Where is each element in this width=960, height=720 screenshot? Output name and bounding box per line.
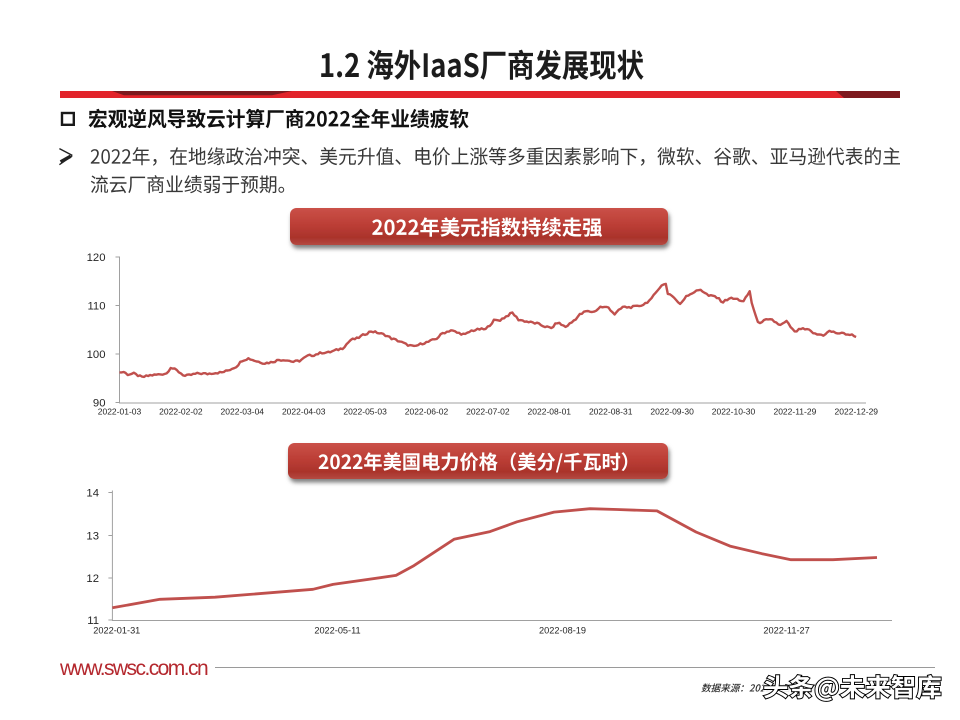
svg-text:2022-08-19: 2022-08-19 [539,626,586,636]
svg-text:www.swsc.com.cn: www.swsc.com.cn [59,657,208,680]
svg-text:2022-04-03: 2022-04-03 [282,407,326,417]
svg-text:120: 120 [87,252,106,264]
svg-text:2022-09-30: 2022-09-30 [650,407,694,417]
svg-text:2022-06-02: 2022-06-02 [405,407,449,417]
svg-text:2022-08-01: 2022-08-01 [528,407,572,417]
svg-text:2022-03-04: 2022-03-04 [221,407,265,417]
svg-text:2022-05-03: 2022-05-03 [343,407,387,417]
svg-text:2022-02-02: 2022-02-02 [159,407,203,417]
svg-text:13: 13 [86,530,99,542]
svg-text:100: 100 [87,349,106,361]
svg-text:2022-08-31: 2022-08-31 [589,407,633,417]
svg-text:2022-07-02: 2022-07-02 [466,407,510,417]
svg-text:2022-10-30: 2022-10-30 [712,407,756,417]
svg-text:14: 14 [86,487,99,499]
svg-text:2022-11-27: 2022-11-27 [763,626,809,636]
svg-text:11: 11 [87,615,99,627]
svg-text:110: 110 [87,300,105,312]
svg-text:2022-12-29: 2022-12-29 [835,407,879,417]
svg-text:90: 90 [93,397,106,409]
svg-text:2022-05-11: 2022-05-11 [314,626,360,636]
svg-text:2022-01-31: 2022-01-31 [93,626,140,636]
svg-text:2022-01-03: 2022-01-03 [98,407,142,417]
svg-text:12: 12 [86,573,99,585]
svg-text:2022-11-29: 2022-11-29 [773,407,816,417]
